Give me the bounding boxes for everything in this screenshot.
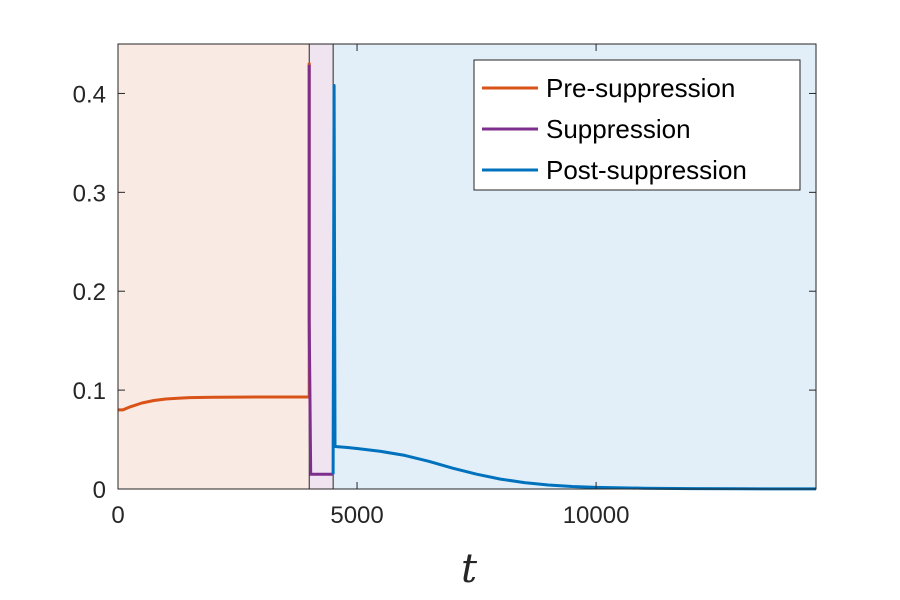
region-pre-suppression — [118, 44, 310, 489]
series-line-post-suppression — [331, 84, 817, 491]
legend-label: Post-suppression — [546, 155, 747, 185]
region-suppression — [309, 44, 334, 489]
legend-box — [473, 59, 801, 191]
y-tick-label: 0.2 — [73, 279, 106, 306]
legend: Pre-suppression Suppression Post-suppressi… — [473, 59, 801, 191]
y-tick-label: 0.1 — [73, 378, 106, 405]
x-axis-label: t — [461, 546, 478, 592]
y-tick-label: 0.3 — [73, 180, 106, 207]
legend-label: Suppression — [546, 114, 691, 144]
x-tick-label: 10000 — [563, 502, 630, 529]
series-line-pre-suppression — [118, 62, 311, 412]
x-tick-label: 5000 — [330, 502, 383, 529]
legend-label: Pre-suppression — [546, 73, 735, 103]
y-tick-label: 0.4 — [73, 81, 106, 108]
x-axis: 0 5000 10000 — [111, 44, 629, 529]
y-tick-label: 0 — [93, 477, 106, 504]
series-lines — [118, 62, 817, 491]
x-tick-label: 0 — [111, 502, 124, 529]
series-line-suppression — [307, 64, 334, 476]
plot-frame — [117, 43, 817, 490]
y-axis: 0 0.1 0.2 0.3 0.4 — [73, 81, 816, 504]
